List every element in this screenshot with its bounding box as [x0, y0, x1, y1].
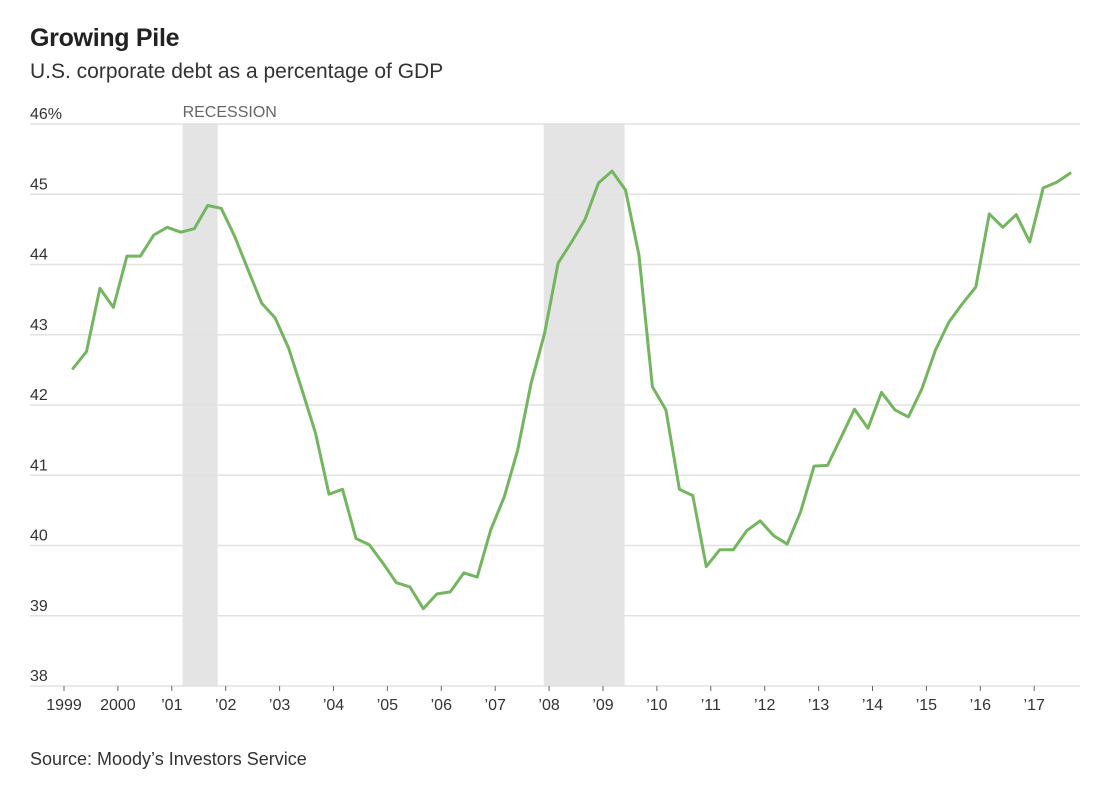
y-tick-label: 40	[30, 528, 48, 545]
series-line	[71, 169, 1072, 611]
annotations: RECESSION	[183, 104, 277, 121]
x-axis: 1999 2000 ’01 ’02 ’03 ’04 ’05 ’06 ’07 ’08 ’09 ’10 ’1…	[46, 686, 1045, 714]
y-tick-label: 39	[30, 598, 48, 615]
x-tick-label: 1999	[46, 697, 82, 714]
x-tick-label: ’03	[269, 697, 290, 714]
gridlines	[30, 123, 1080, 687]
chart-title: Growing Pile	[30, 24, 180, 52]
y-tick-label: 43	[30, 317, 48, 334]
y-tick-label: 46%	[30, 106, 62, 123]
x-tick-label: ’13	[808, 697, 829, 714]
x-tick-label: ’14	[862, 697, 883, 714]
source-note: Source: Moody’s Investors Service	[30, 749, 307, 769]
x-tick-label: ’06	[431, 697, 452, 714]
recession-label: RECESSION	[183, 104, 277, 121]
x-tick-label: ’04	[323, 697, 344, 714]
x-tick-label: ’15	[916, 697, 937, 714]
x-tick-label: ’07	[485, 697, 506, 714]
x-tick-label: ’12	[754, 697, 775, 714]
x-tick-label: ’01	[161, 697, 182, 714]
x-tick-label: ’10	[646, 697, 667, 714]
y-tick-label: 41	[30, 457, 48, 474]
x-tick-label: ’17	[1024, 697, 1045, 714]
y-axis-labels: 46% 45 44 43 42 41 40 39 38	[30, 106, 62, 685]
x-tick-label: 2000	[100, 697, 136, 714]
x-tick-label: ’02	[215, 697, 236, 714]
x-tick-label: ’05	[377, 697, 398, 714]
x-tick-label: ’08	[538, 697, 559, 714]
x-tick-label: ’16	[970, 697, 991, 714]
y-tick-label: 38	[30, 668, 48, 685]
y-tick-label: 45	[30, 176, 48, 193]
y-tick-label: 42	[30, 387, 48, 404]
y-tick-label: 44	[30, 247, 48, 264]
x-tick-label: ’11	[701, 697, 721, 714]
x-tick-label: ’09	[592, 697, 613, 714]
series-group	[71, 169, 1072, 611]
chart-subtitle: U.S. corporate debt as a percentage of G…	[30, 60, 444, 83]
